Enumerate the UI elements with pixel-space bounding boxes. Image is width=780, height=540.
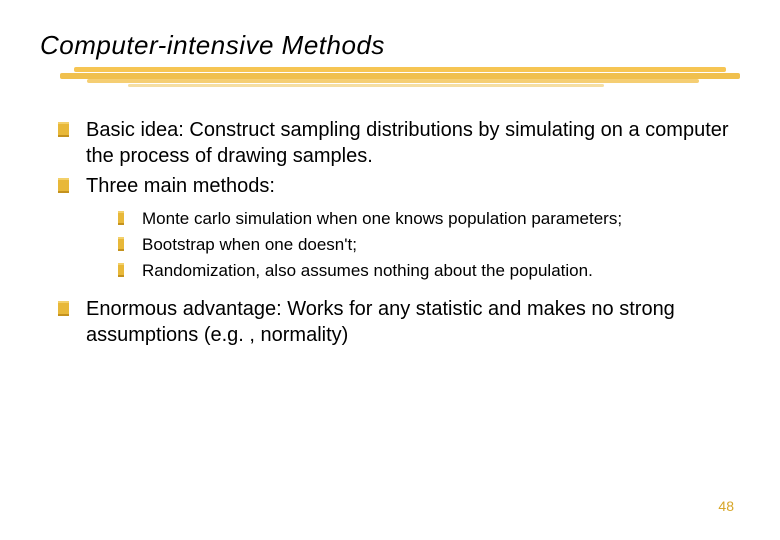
sub-bullet-text: Bootstrap when one doesn't; — [142, 235, 357, 254]
sub-bullet-item: Randomization, also assumes nothing abou… — [118, 260, 730, 283]
page-number: 48 — [718, 498, 734, 514]
sub-bullet-text: Monte carlo simulation when one knows po… — [142, 209, 622, 228]
title-underline — [60, 67, 740, 93]
slide: Computer-intensive Methods Basic idea: C… — [0, 0, 780, 540]
bullet-text: Basic idea: Construct sampling distribut… — [86, 119, 729, 167]
bullet-list: Basic idea: Construct sampling distribut… — [40, 117, 740, 348]
bullet-item: Basic idea: Construct sampling distribut… — [58, 117, 730, 169]
bullet-item: Enormous advantage: Works for any statis… — [58, 296, 730, 348]
bullet-item: Three main methods: Monte carlo simulati… — [58, 173, 730, 292]
sub-bullet-list: Monte carlo simulation when one knows po… — [86, 199, 730, 292]
bullet-text: Enormous advantage: Works for any statis… — [86, 298, 675, 346]
sub-bullet-item: Monte carlo simulation when one knows po… — [118, 208, 730, 231]
sub-bullet-text: Randomization, also assumes nothing abou… — [142, 261, 593, 280]
bullet-text: Three main methods: — [86, 175, 275, 197]
sub-bullet-item: Bootstrap when one doesn't; — [118, 234, 730, 257]
slide-title: Computer-intensive Methods — [40, 30, 740, 61]
